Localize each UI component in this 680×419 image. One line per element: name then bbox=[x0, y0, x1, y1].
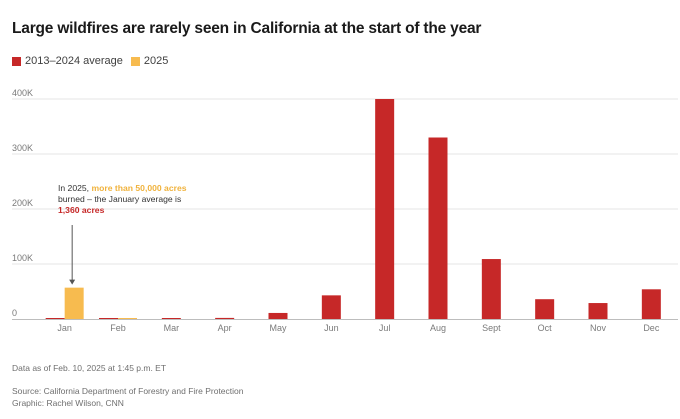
y-tick-label: 200K bbox=[12, 198, 33, 208]
bar-average-may bbox=[268, 312, 288, 319]
annotation-part-1: In 2025, bbox=[58, 183, 92, 193]
y-tick-label: 100K bbox=[12, 253, 33, 263]
x-tick-label: Aug bbox=[430, 323, 446, 333]
data-note: Data as of Feb. 10, 2025 at 1:45 p.m. ET bbox=[12, 363, 167, 373]
legend: 2013–2024 average 2025 bbox=[12, 55, 176, 67]
bar-average-jan bbox=[45, 318, 65, 319]
bar-average-nov bbox=[588, 303, 608, 319]
x-tick-label: Jun bbox=[324, 323, 339, 333]
legend-swatch-2025 bbox=[130, 56, 140, 66]
bar-average-sept bbox=[481, 259, 501, 319]
y-tick-label: 300K bbox=[12, 143, 33, 153]
bar-average-dec bbox=[641, 289, 661, 319]
x-tick-label: Dec bbox=[643, 323, 660, 333]
bar-2025-feb bbox=[118, 318, 137, 319]
legend-swatch-average bbox=[12, 56, 21, 66]
legend-item-average: 2013–2024 average bbox=[12, 55, 123, 67]
bar-average-aug bbox=[428, 137, 448, 319]
x-tick-label: Feb bbox=[110, 323, 126, 333]
x-tick-label: May bbox=[269, 323, 287, 333]
annotation-arrow-head bbox=[69, 279, 76, 285]
x-tick-label: Jul bbox=[379, 323, 391, 333]
x-tick-label: Jan bbox=[57, 323, 72, 333]
bar-average-feb bbox=[99, 318, 118, 319]
legend-item-2025: 2025 bbox=[130, 55, 169, 67]
bar-chart: 0 100K 200K 300K 400K Jan Feb Mar Apr May Jun Jul Au… bbox=[12, 88, 678, 333]
bar-average-apr bbox=[215, 317, 235, 319]
bar-average-oct bbox=[535, 299, 555, 319]
credit-note: Graphic: Rachel Wilson, CNN bbox=[12, 398, 124, 408]
annotation-part-2: burned – the January average is bbox=[58, 194, 182, 204]
bar-2025-jan bbox=[64, 287, 84, 319]
x-tick-label: Sept bbox=[482, 323, 501, 333]
bar-average-jun bbox=[321, 295, 341, 319]
legend-label-2025: 2025 bbox=[143, 55, 169, 67]
bar-average-jul bbox=[375, 99, 395, 319]
x-tick-label: Oct bbox=[538, 323, 553, 333]
x-tick-label: Mar bbox=[164, 323, 180, 333]
y-tick-label: 0 bbox=[12, 308, 17, 318]
chart-title: Large wildfires are rarely seen in Calif… bbox=[12, 20, 482, 37]
annotation-text: In 2025, more than 50,000 acres burned –… bbox=[58, 183, 188, 216]
bar-average-mar bbox=[161, 318, 181, 319]
source-note: Source: California Department of Forestr… bbox=[12, 386, 244, 396]
annotation-highlight-average-acres: 1,360 acres bbox=[58, 205, 105, 215]
x-tick-label: Nov bbox=[590, 323, 607, 333]
annotation-highlight-2025-acres: more than 50,000 acres bbox=[91, 183, 187, 193]
y-tick-label: 400K bbox=[12, 88, 33, 98]
x-tick-label: Apr bbox=[218, 323, 232, 333]
legend-label-average: 2013–2024 average bbox=[25, 55, 123, 67]
